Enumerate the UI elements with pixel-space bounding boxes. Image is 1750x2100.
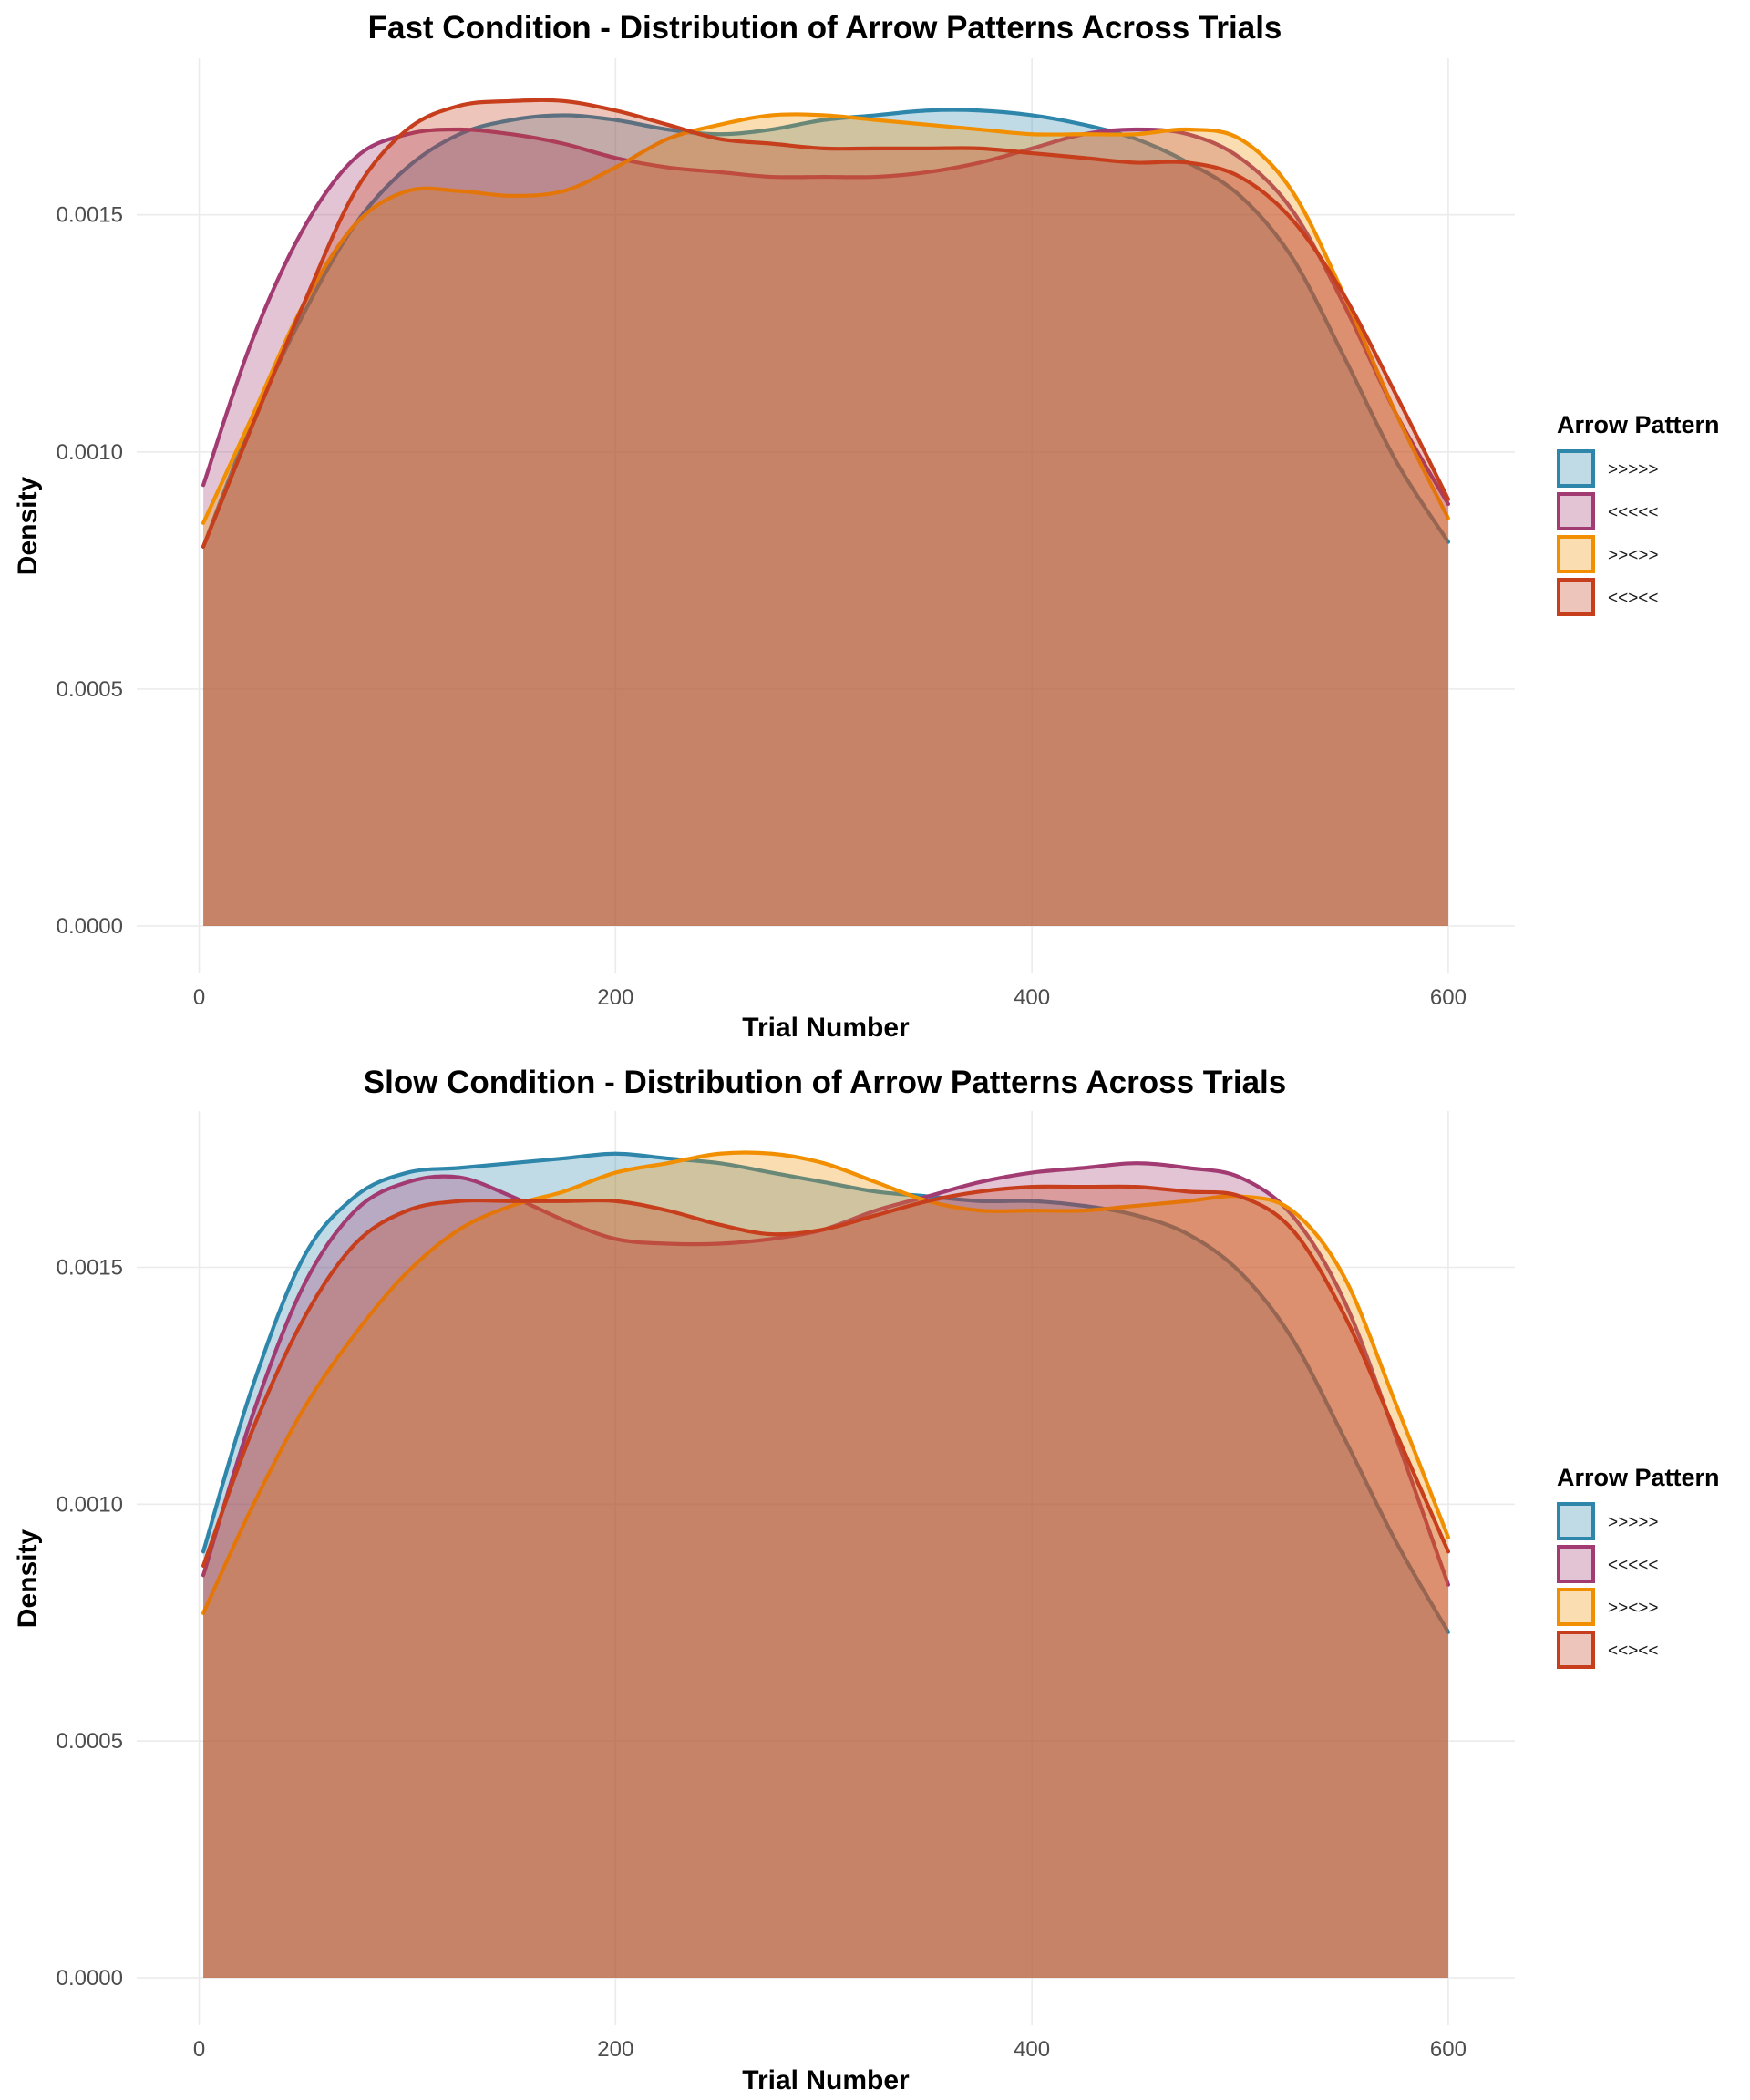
slow-legend-label-2: >><>> [1608, 1599, 1658, 1618]
slow-x-tick-label-2: 400 [1014, 2037, 1050, 2062]
fast-condition-panel: Fast Condition - Distribution of Arrow P… [13, 10, 1720, 1043]
fast-y-tick-label-3: 0.0015 [57, 203, 123, 228]
slow-panel-grid [137, 1111, 1515, 2025]
slow-condition-panel: Slow Condition - Distribution of Arrow P… [13, 1065, 1720, 2095]
fast-density-area-0 [203, 109, 1448, 926]
fast-panel-x-axis-title: Trial Number [742, 1013, 910, 1043]
fast-density-line-1 [201, 127, 1451, 507]
slow-density-area-3 [203, 1186, 1448, 1979]
slow-y-tick-label-1: 0.0005 [57, 1729, 123, 1754]
slow-panel-y-axis-title: Density [13, 1529, 43, 1629]
slow-legend-label-0: >>>>> [1608, 1513, 1658, 1532]
fast-panel-title: Fast Condition - Distribution of Arrow P… [368, 10, 1282, 46]
slow-panel-x-ticks: 0 200 400 600 [193, 2037, 1467, 2062]
slow-panel-title: Slow Condition - Distribution of Arrow P… [364, 1065, 1287, 1100]
fast-panel-y-axis-title: Density [13, 477, 43, 576]
slow-legend-key-0 [1557, 1502, 1595, 1540]
fast-y-tick-label-1: 0.0005 [57, 677, 123, 702]
fast-legend-label-0: >>>>> [1608, 460, 1658, 479]
slow-y-tick-label-2: 0.0010 [57, 1492, 123, 1517]
slow-legend-label-1: <<<<< [1608, 1556, 1658, 1575]
fast-density-line-2 [201, 112, 1451, 525]
slow-panel-x-axis-title: Trial Number [742, 2065, 910, 2095]
slow-density-area-1 [203, 1163, 1448, 1979]
fast-x-tick-label-2: 400 [1014, 985, 1050, 1010]
slow-legend-key-3 [1557, 1631, 1595, 1669]
slow-density-line-0 [201, 1151, 1451, 1634]
fast-y-tick-label-0: 0.0000 [57, 914, 123, 939]
fast-density-line-0 [201, 108, 1451, 549]
fast-legend-key-1 [1557, 492, 1595, 530]
slow-x-tick-label-3: 600 [1430, 2037, 1467, 2062]
fast-legend-key-3 [1557, 578, 1595, 616]
fast-panel-y-ticks: 0.0000 0.0005 0.0010 0.0015 [57, 203, 123, 939]
slow-legend-key-2 [1557, 1588, 1595, 1626]
slow-legend-title: Arrow Pattern [1557, 1464, 1720, 1491]
slow-legend-key-1 [1557, 1545, 1595, 1583]
fast-panel-legend: Arrow Pattern >>>>> <<<<< >><>> <<><< [1557, 411, 1720, 616]
slow-y-tick-label-0: 0.0000 [57, 1966, 123, 1991]
slow-panel-density-areas [201, 1150, 1451, 1979]
slow-x-tick-label-0: 0 [193, 2037, 205, 2062]
fast-legend-key-2 [1557, 535, 1595, 573]
slow-panel-y-ticks: 0.0000 0.0005 0.0010 0.0015 [57, 1255, 123, 1991]
fast-x-tick-label-0: 0 [193, 985, 205, 1010]
slow-density-area-0 [203, 1153, 1448, 1979]
fast-x-tick-label-3: 600 [1430, 985, 1467, 1010]
slow-density-line-3 [201, 1184, 1451, 1568]
slow-y-tick-label-3: 0.0015 [57, 1255, 123, 1280]
fast-legend-label-3: <<><< [1608, 589, 1658, 608]
fast-x-tick-label-1: 200 [597, 985, 633, 1010]
slow-x-tick-label-1: 200 [597, 2037, 633, 2062]
fast-legend-label-1: <<<<< [1608, 503, 1658, 522]
fast-density-area-1 [203, 129, 1448, 926]
fast-legend-title: Arrow Pattern [1557, 411, 1720, 438]
fast-legend-label-2: >><>> [1608, 546, 1658, 565]
fast-density-line-3 [201, 98, 1451, 549]
slow-density-area-2 [203, 1152, 1448, 1979]
slow-legend-label-3: <<><< [1608, 1642, 1658, 1661]
fast-panel-x-ticks: 0 200 400 600 [193, 985, 1467, 1010]
fast-density-area-2 [203, 114, 1448, 926]
slow-panel-legend: Arrow Pattern >>>>> <<<<< >><>> <<><< [1557, 1464, 1720, 1669]
fast-y-tick-label-2: 0.0010 [57, 440, 123, 465]
fast-panel-density-areas [201, 98, 1451, 926]
slow-density-line-2 [201, 1150, 1451, 1615]
fast-legend-key-0 [1557, 449, 1595, 488]
fast-density-area-3 [203, 99, 1448, 926]
